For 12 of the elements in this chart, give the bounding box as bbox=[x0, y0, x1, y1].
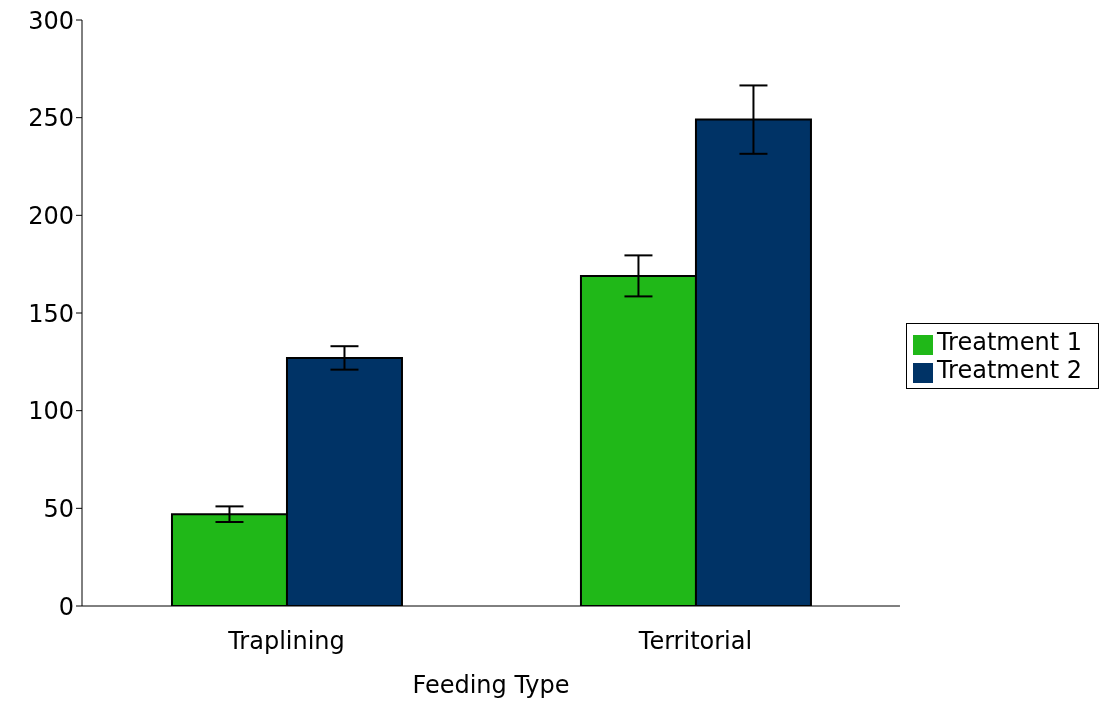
y-tick-label: 200 bbox=[28, 201, 74, 230]
legend-label: Treatment 1 bbox=[936, 327, 1082, 356]
y-tick-label: 50 bbox=[43, 494, 74, 523]
y-tick-label: 100 bbox=[28, 397, 74, 426]
y-tick-label: 250 bbox=[28, 104, 74, 133]
y-tick-label: 0 bbox=[58, 592, 74, 621]
x-axis-title: Feeding Type bbox=[412, 671, 570, 699]
x-tick-label: Traplining bbox=[227, 627, 345, 656]
x-tick-label: Territorial bbox=[637, 627, 753, 656]
legend-label: Treatment 2 bbox=[936, 355, 1082, 384]
y-tick-label: 300 bbox=[28, 6, 74, 35]
y-tick-label: 150 bbox=[28, 299, 74, 328]
